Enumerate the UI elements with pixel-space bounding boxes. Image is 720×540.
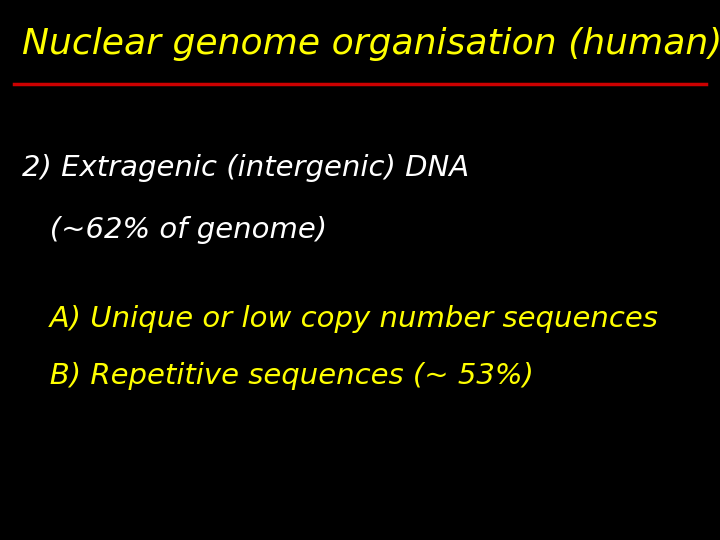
Text: B) Repetitive sequences (~ 53%): B) Repetitive sequences (~ 53%) bbox=[22, 362, 534, 390]
Text: Nuclear genome organisation (human): Nuclear genome organisation (human) bbox=[22, 27, 720, 61]
Text: 2) Extragenic (intergenic) DNA: 2) Extragenic (intergenic) DNA bbox=[22, 154, 469, 182]
Text: A) Unique or low copy number sequences: A) Unique or low copy number sequences bbox=[22, 305, 657, 333]
Text: (~62% of genome): (~62% of genome) bbox=[22, 216, 327, 244]
